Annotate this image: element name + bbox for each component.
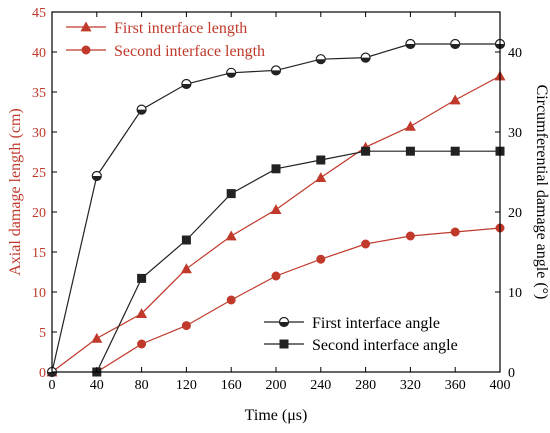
data-point-series-1 — [450, 227, 460, 237]
data-point-series-0 — [270, 204, 282, 214]
data-point-series-0 — [225, 230, 237, 241]
y-axis-right-ticks: 0 10 20 30 40 — [495, 46, 522, 381]
data-point-series-0 — [136, 308, 148, 318]
data-point-series-3 — [361, 146, 371, 156]
y-right-tick-label: 0 — [508, 366, 515, 381]
data-point-series-2-fill — [316, 59, 326, 64]
x-tick-label: 80 — [135, 378, 149, 393]
x-tick-label: 200 — [266, 378, 287, 393]
y-right-tick-label: 10 — [508, 286, 522, 301]
y-left-tick-label: 5 — [39, 326, 46, 341]
x-tick-label: 240 — [310, 378, 331, 393]
x-tick-label: 400 — [490, 378, 511, 393]
data-point-series-0 — [315, 172, 327, 182]
x-tick-label: 120 — [176, 378, 197, 393]
y-left-tick-label: 25 — [32, 166, 46, 181]
legend-label-second-interface-length: Second interface length — [114, 43, 265, 60]
legend-bottom: First interface angle Second interface a… — [264, 315, 458, 354]
y-left-tick-label: 0 — [39, 366, 46, 381]
y-axis-left-title: Axial damage length (cm) — [7, 108, 24, 276]
x-axis-ticks: 0 40 80 120 160 200 240 280 320 360 400 — [49, 12, 511, 393]
x-tick-label: 360 — [445, 378, 466, 393]
y-left-tick-label: 40 — [32, 46, 46, 61]
data-point-series-0 — [404, 120, 416, 131]
data-point-series-3 — [181, 235, 191, 245]
data-point-series-0 — [180, 263, 192, 274]
data-point-series-3 — [316, 155, 326, 165]
legend-swatch-marker — [279, 339, 289, 349]
data-point-series-3 — [450, 146, 460, 156]
data-point-series-1 — [226, 295, 236, 305]
data-point-series-3 — [226, 189, 236, 199]
legend-top: First interface length Second interface … — [66, 20, 265, 60]
y-axis-right-title: Circumferential damage angle (°) — [533, 85, 550, 300]
data-point-series-2-fill — [450, 44, 460, 49]
y-left-tick-label: 15 — [32, 246, 46, 261]
data-point-series-0 — [91, 332, 103, 343]
data-point-series-0 — [449, 94, 461, 105]
x-tick-label: 0 — [49, 378, 56, 393]
data-point-series-2-fill — [137, 109, 147, 115]
y-left-tick-label: 35 — [32, 86, 46, 101]
data-point-series-2-fill — [405, 44, 415, 49]
data-point-series-1 — [271, 271, 281, 281]
x-tick-label: 280 — [355, 378, 376, 393]
y-left-tick-label: 20 — [32, 206, 46, 221]
y-left-tick-label: 30 — [32, 126, 46, 141]
data-point-series-2-fill — [271, 70, 281, 75]
data-point-series-1 — [316, 254, 326, 264]
data-point-series-1 — [405, 231, 415, 241]
axes-layer: 0 40 80 120 160 200 240 280 320 360 400 0510152025… — [7, 6, 550, 424]
data-point-series-2-fill — [226, 72, 236, 78]
legend-swatch-marker-fill — [279, 322, 289, 327]
legend-label-second-interface-angle: Second interface angle — [312, 337, 458, 354]
data-point-series-1 — [137, 339, 147, 349]
legend-swatch-marker — [81, 45, 91, 55]
series-line-3 — [96, 150, 500, 373]
series-line-1 — [96, 227, 501, 373]
data-point-series-1 — [181, 321, 191, 331]
y-axis-left-ticks: 0 5 10 15 20 25 30 35 40 45 — [32, 6, 57, 381]
data-point-series-1 — [361, 239, 371, 249]
x-tick-label: 40 — [90, 378, 104, 393]
y-right-tick-label: 30 — [508, 126, 522, 141]
y-right-tick-label: 20 — [508, 206, 522, 221]
data-point-series-3 — [271, 164, 281, 174]
x-tick-label: 320 — [400, 378, 421, 393]
x-axis-title: Time (μs) — [245, 407, 308, 424]
legend-swatch-marker — [80, 21, 92, 32]
y-left-tick-label: 45 — [32, 6, 46, 21]
data-point-series-2-fill — [361, 57, 371, 63]
data-point-series-3 — [405, 146, 415, 156]
y-left-tick-label: 10 — [32, 286, 46, 301]
data-point-series-2-fill — [47, 372, 57, 377]
y-right-tick-label: 40 — [508, 46, 522, 61]
x-tick-label: 160 — [221, 378, 242, 393]
data-point-series-3 — [137, 273, 147, 283]
legend-label-first-interface-length: First interface length — [114, 20, 247, 37]
data-point-series-2-fill — [92, 176, 102, 181]
data-point-series-2-fill — [181, 84, 191, 89]
legend-label-first-interface-angle: First interface angle — [312, 315, 440, 332]
